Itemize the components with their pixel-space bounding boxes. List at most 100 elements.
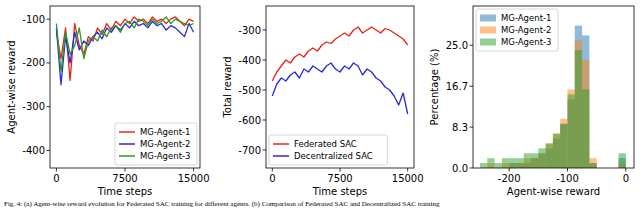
- y-tick: [470, 168, 474, 169]
- x-tick: [509, 168, 510, 172]
- legend-box: [476, 9, 558, 51]
- histogram-bar: [487, 158, 494, 168]
- histogram-bar: [502, 158, 509, 168]
- x-tick: [193, 168, 194, 172]
- legend: Federated SAC Decentralized SAC: [269, 135, 387, 165]
- y-tick-label: 8.3: [452, 122, 468, 133]
- histogram-bar: [575, 40, 582, 168]
- legend-label: MG-Agent-1: [140, 127, 190, 137]
- legend-swatch: [119, 155, 135, 157]
- x-tick: [340, 168, 341, 172]
- legend-label: MG-Agent-3: [140, 151, 190, 161]
- legend-label: MG-Agent-1: [501, 13, 551, 23]
- x-axis-label: Time steps: [312, 186, 368, 197]
- legend-box: [269, 135, 387, 165]
- x-tick-label: 0: [623, 173, 629, 184]
- x-tick-label: -200: [498, 173, 521, 184]
- y-tick-label: 0.0: [452, 163, 468, 174]
- histogram-bar: [589, 158, 596, 168]
- y-axis-label: Total reward: [222, 56, 233, 118]
- y-tick-label: -300: [22, 101, 45, 112]
- legend-label: Federated SAC: [294, 139, 357, 149]
- axes-frame: [50, 6, 200, 168]
- legend-swatch: [480, 39, 496, 46]
- histogram-bar: [568, 89, 575, 168]
- y-tick-label: -400: [238, 55, 261, 66]
- y-tick-label: -100: [22, 14, 45, 25]
- histogram-bar: [546, 143, 553, 168]
- legend-swatch: [480, 27, 496, 34]
- histogram-bar: [575, 26, 582, 168]
- histogram-bar: [589, 163, 596, 168]
- y-tick: [47, 106, 51, 107]
- x-tick-label: 15000: [392, 173, 424, 184]
- histogram-bar: [495, 163, 502, 168]
- panel: -200 -100 0 0.0 8.3 16.7 25.0 Agent-wise reward…: [429, 6, 634, 197]
- histogram-bar: [560, 124, 567, 168]
- x-tick-label: -100: [556, 173, 579, 184]
- x-tick: [567, 168, 568, 172]
- histogram-bar: [575, 50, 582, 168]
- legend-label: MG-Agent-2: [501, 25, 551, 35]
- legend-label: MG-Agent-3: [501, 37, 551, 47]
- histogram-bar: [553, 134, 560, 168]
- y-tick-label: -300: [238, 25, 261, 36]
- histogram-bar: [582, 89, 589, 168]
- data-line: [56, 21, 193, 84]
- histogram-bar: [582, 60, 589, 168]
- y-tick: [263, 90, 267, 91]
- x-tick: [407, 168, 408, 172]
- histogram-bar: [538, 148, 545, 168]
- x-axis-label: Agent-wise reward: [507, 186, 600, 197]
- histogram-bar: [560, 119, 567, 168]
- y-tick: [263, 60, 267, 61]
- panel: 0750015000-100-200-300-400Time stepsAgen…: [6, 6, 210, 197]
- y-tick-label: -500: [238, 85, 261, 96]
- histogram-bar: [582, 35, 589, 168]
- legend-swatch: [273, 143, 289, 145]
- y-tick-label: 25.0: [446, 40, 468, 51]
- axes-frame: [266, 6, 414, 168]
- y-axis-label: Percentage (%): [429, 49, 440, 126]
- y-tick: [470, 45, 474, 46]
- x-tick-label: 7500: [112, 173, 137, 184]
- y-tick: [470, 127, 474, 128]
- plot-area: [272, 27, 407, 114]
- panel: 0750015000-300-400-500-600-700Time steps…: [222, 6, 424, 197]
- legend: MG-Agent-1 MG-Agent-2 MG-Agent-3: [115, 123, 197, 165]
- y-tick: [263, 30, 267, 31]
- x-tick: [272, 168, 273, 172]
- y-tick-label: -200: [22, 57, 45, 68]
- legend-swatch: [480, 15, 496, 22]
- figure: 0 7500 15000 -100 -200 -300 -400 Time steps Agen…: [0, 0, 640, 209]
- histogram-bar: [619, 153, 626, 168]
- legend-swatch: [273, 155, 289, 157]
- y-tick: [47, 150, 51, 151]
- axes-frame: [473, 6, 634, 168]
- data-line: [272, 63, 407, 114]
- y-tick-label: 16.7: [446, 81, 468, 92]
- caption: Fig. 4: (a) Agent-wise reward evolution …: [4, 200, 440, 208]
- x-tick: [56, 168, 57, 172]
- histogram-bar: [509, 158, 516, 168]
- x-tick-label: 7500: [327, 173, 352, 184]
- histogram-bar: [568, 94, 575, 168]
- x-tick: [625, 168, 626, 172]
- x-tick-label: 15000: [178, 173, 210, 184]
- histogram-bar: [524, 153, 531, 168]
- y-tick: [470, 86, 474, 87]
- data-line: [56, 17, 193, 72]
- legend-label: MG-Agent-2: [140, 139, 190, 149]
- y-tick: [263, 120, 267, 121]
- histogram-bar: [553, 134, 560, 168]
- y-axis-label: Agent-wise reward: [6, 40, 17, 133]
- legend: MG-Agent-1 MG-Agent-2 MG-Agent-3: [476, 9, 558, 51]
- histogram-bar: [560, 124, 567, 168]
- y-tick-label: -600: [238, 115, 261, 126]
- x-tick: [125, 168, 126, 172]
- legend-box: [115, 123, 197, 165]
- x-tick-label: 0: [269, 173, 275, 184]
- histogram-bar: [516, 158, 523, 168]
- histogram-bar: [589, 163, 596, 168]
- legend-label: Decentralized SAC: [294, 151, 373, 161]
